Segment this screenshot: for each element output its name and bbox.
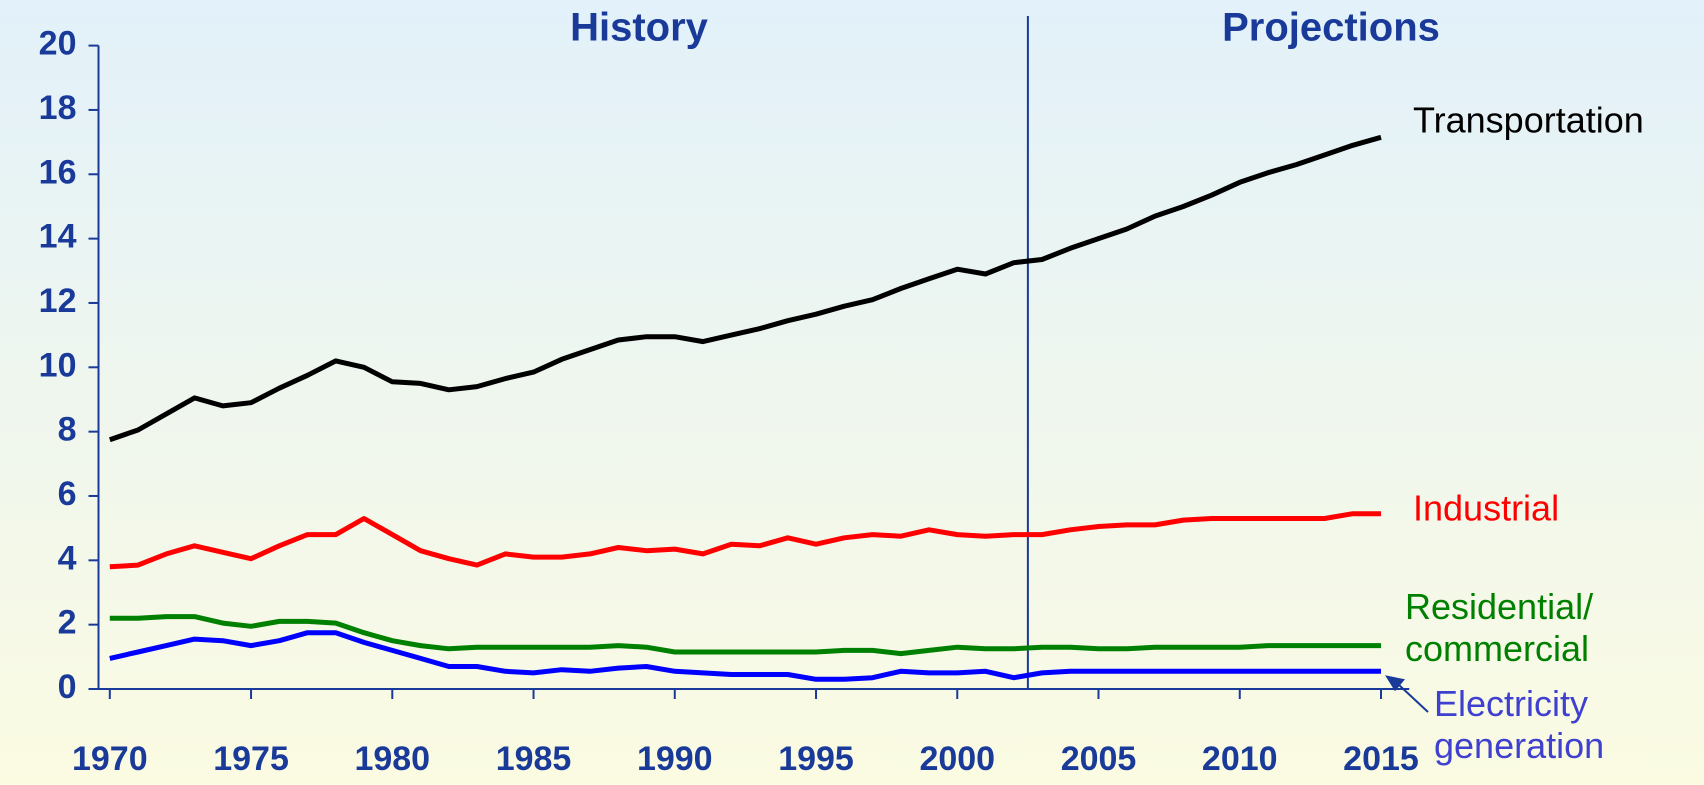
series-label: Industrial [1413,488,1559,529]
x-tick-label: 1995 [778,740,854,778]
callout-arrow [1394,680,1429,713]
projections-label: Projections [1222,6,1440,50]
y-tick-label: 4 [58,539,77,577]
series-line [108,134,1382,443]
series-label: Electricity generation [1434,683,1604,766]
x-tick-label: 2010 [1202,740,1278,778]
y-tick-label: 10 [39,346,77,384]
x-tick-label: 2000 [919,740,995,778]
series-line [109,614,1381,657]
y-tick-label: 16 [39,153,77,191]
x-tick-label: 2005 [1061,740,1137,778]
y-tick-label: 8 [58,411,77,449]
arrow-head [1385,675,1405,692]
history-label: History [570,6,709,50]
y-tick-label: 0 [58,668,77,706]
y-tick-label: 2 [58,604,77,642]
y-tick-label: 20 [39,25,77,63]
y-tick-label: 14 [39,218,77,256]
x-tick-label: 1970 [72,740,148,778]
x-tick-label: 2015 [1343,740,1419,778]
series-label: Transportation [1413,100,1644,141]
series-line [109,630,1381,682]
y-tick-label: 18 [39,89,77,127]
y-tick-label: 6 [58,475,77,513]
x-tick-label: 1980 [354,740,430,778]
series-label: Residential/commercial [1405,586,1593,669]
x-tick-label: 1985 [496,740,572,778]
x-tick-label: 1975 [213,740,289,778]
y-tick-label: 12 [39,282,77,320]
series-line [109,511,1381,570]
x-tick-label: 1990 [637,740,713,778]
